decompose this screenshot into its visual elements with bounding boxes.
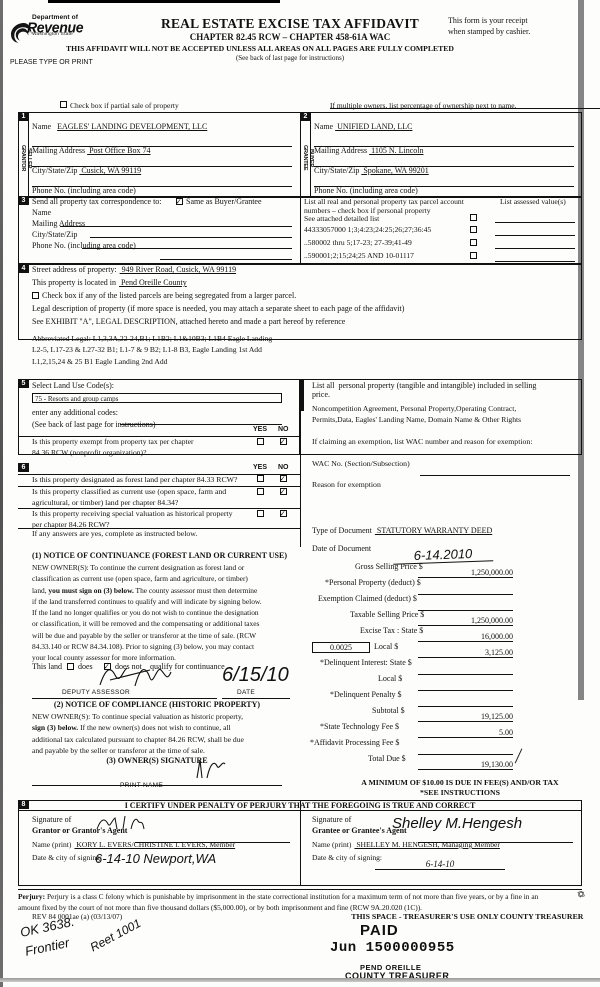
svg-text:Shelley M.Hengesh: Shelley M.Hengesh: [392, 815, 522, 832]
svg-text:6-14-10 Newport,WA: 6-14-10 Newport,WA: [95, 851, 216, 866]
svg-text:Reet 1001: Reet 1001: [88, 916, 143, 954]
svg-text:6/15/10: 6/15/10: [222, 664, 289, 686]
svg-text:Frontier: Frontier: [24, 935, 72, 959]
